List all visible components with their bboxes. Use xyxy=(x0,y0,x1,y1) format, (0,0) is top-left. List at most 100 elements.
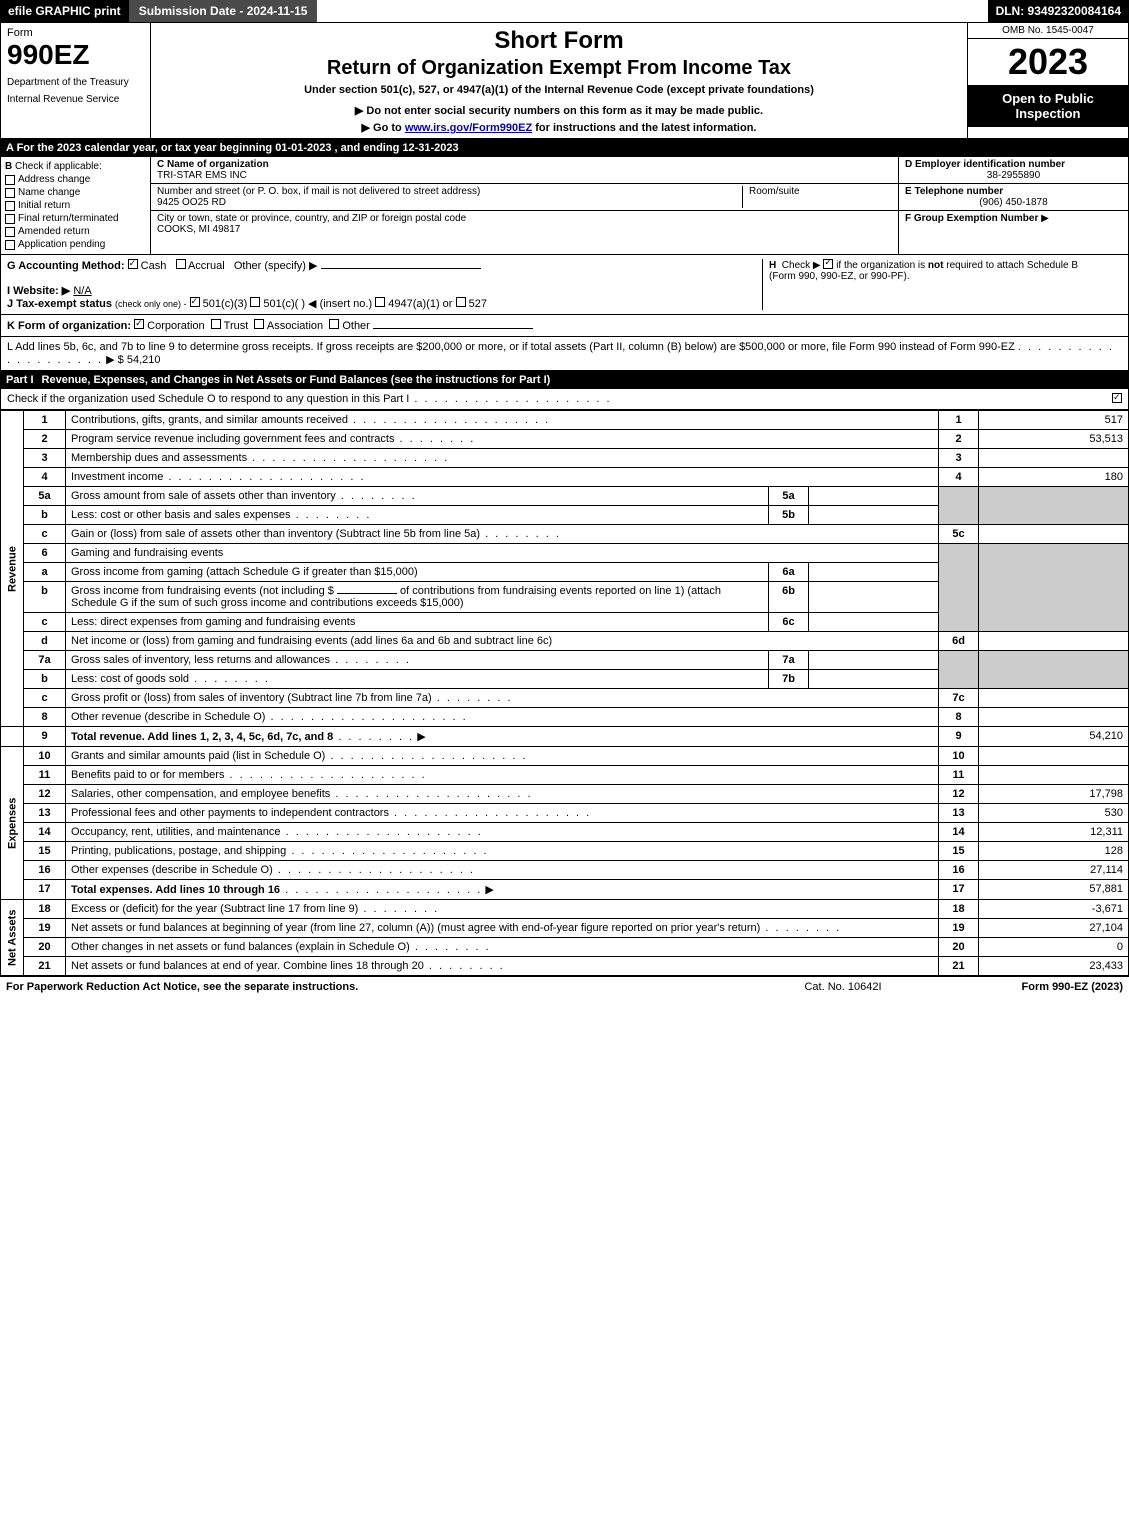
line-desc: Less: cost or other basis and sales expe… xyxy=(66,506,769,525)
j-opt2-sub: ◀ (insert no.) xyxy=(308,298,372,310)
desc-text: Benefits paid to or for members xyxy=(71,769,224,781)
irs-link[interactable]: www.irs.gov/Form990EZ xyxy=(405,122,532,134)
line-rnum: 3 xyxy=(939,449,979,468)
k-other: Other xyxy=(342,320,370,332)
side-label-netassets: Net Assets xyxy=(1,900,24,976)
check-initial-return[interactable]: Initial return xyxy=(5,200,146,211)
checkbox-corp[interactable] xyxy=(134,319,144,329)
line-val: 517 xyxy=(979,411,1129,430)
line-val: 53,513 xyxy=(979,430,1129,449)
check-label: Initial return xyxy=(18,200,70,211)
checkbox-trust[interactable] xyxy=(211,319,221,329)
shaded-cell xyxy=(939,544,979,632)
check-amended-return[interactable]: Amended return xyxy=(5,226,146,237)
k-label: K Form of organization: xyxy=(7,320,131,332)
mid-num: 7b xyxy=(769,670,809,689)
line-rnum: 16 xyxy=(939,861,979,880)
contrib-input[interactable] xyxy=(337,593,397,594)
checkbox-527[interactable] xyxy=(456,297,466,307)
form-title: Return of Organization Exempt From Incom… xyxy=(159,57,959,80)
line-desc: Total expenses. Add lines 10 through 16 … xyxy=(66,880,939,900)
dept-treasury: Department of the Treasury xyxy=(7,77,144,88)
check-name-change[interactable]: Name change xyxy=(5,187,146,198)
desc-text: Investment income xyxy=(71,471,163,483)
part-1-check-row: Check if the organization used Schedule … xyxy=(0,389,1129,410)
k-other-input[interactable] xyxy=(373,328,533,329)
org-name-row: C Name of organization TRI-STAR EMS INC xyxy=(151,157,898,184)
checkbox-schedule-b[interactable] xyxy=(823,259,833,269)
line-num: 2 xyxy=(24,430,66,449)
row-h: H Check ▶ if the organization is not req… xyxy=(762,259,1122,310)
checkbox-icon[interactable] xyxy=(5,214,15,224)
mid-num: 5b xyxy=(769,506,809,525)
dots-icon xyxy=(432,692,513,704)
desc-text: Less: cost or other basis and sales expe… xyxy=(71,509,291,521)
line-desc: Other changes in net assets or fund bala… xyxy=(66,938,939,957)
dots-icon xyxy=(330,654,411,666)
checkbox-assoc[interactable] xyxy=(254,319,264,329)
bcd-row: B Check if applicable: Address change Na… xyxy=(0,157,1129,255)
form-label: Form xyxy=(7,27,144,39)
checkbox-cash[interactable] xyxy=(128,259,138,269)
checkbox-icon[interactable] xyxy=(5,175,15,185)
line-desc: Printing, publications, postage, and shi… xyxy=(66,842,939,861)
line-num: b xyxy=(24,670,66,689)
form-ref: Form 990-EZ (2023) xyxy=(943,981,1123,993)
room-label: Room/suite xyxy=(749,186,800,197)
checkbox-501c[interactable] xyxy=(250,297,260,307)
line-val xyxy=(979,708,1129,727)
desc-text: Printing, publications, postage, and shi… xyxy=(71,845,286,857)
part-1-check-text: Check if the organization used Schedule … xyxy=(7,393,1112,405)
checkbox-other[interactable] xyxy=(329,319,339,329)
line-desc: Gross income from fundraising events (no… xyxy=(66,582,769,613)
checkbox-schedule-o[interactable] xyxy=(1112,393,1122,403)
line-num: 3 xyxy=(24,449,66,468)
line-num: 13 xyxy=(24,804,66,823)
checkbox-4947[interactable] xyxy=(375,297,385,307)
efile-print-label[interactable]: efile GRAPHIC print xyxy=(0,0,129,22)
line-rnum: 15 xyxy=(939,842,979,861)
desc-text: Occupancy, rent, utilities, and maintena… xyxy=(71,826,281,838)
line-rnum: 5c xyxy=(939,525,979,544)
checkbox-icon[interactable] xyxy=(5,188,15,198)
line-desc: Contributions, gifts, grants, and simila… xyxy=(66,411,939,430)
check-label: Name change xyxy=(18,187,80,198)
irs-label: Internal Revenue Service xyxy=(7,94,144,105)
part-1-table: Revenue 1 Contributions, gifts, grants, … xyxy=(0,410,1129,976)
check-address-change[interactable]: Address change xyxy=(5,174,146,185)
dots-icon xyxy=(286,845,488,857)
j-label: J Tax-exempt status xyxy=(7,298,112,310)
check-final-return[interactable]: Final return/terminated xyxy=(5,213,146,224)
shaded-cell xyxy=(979,544,1129,632)
line-num: 20 xyxy=(24,938,66,957)
line-desc: Professional fees and other payments to … xyxy=(66,804,939,823)
city-label: City or town, state or province, country… xyxy=(157,213,466,224)
checkbox-icon[interactable] xyxy=(5,227,15,237)
line-val: 23,433 xyxy=(979,957,1129,976)
line-rnum: 10 xyxy=(939,747,979,766)
dots-icon xyxy=(480,528,561,540)
g-cash: Cash xyxy=(141,260,167,272)
checkbox-icon[interactable] xyxy=(5,201,15,211)
desc-text: Total revenue. Add lines 1, 2, 3, 4, 5c,… xyxy=(71,731,333,743)
line-num: c xyxy=(24,525,66,544)
street-value: 9425 OO25 RD xyxy=(157,197,226,208)
g-other-input[interactable] xyxy=(321,268,481,269)
check-application-pending[interactable]: Application pending xyxy=(5,239,146,250)
dots-icon xyxy=(224,769,426,781)
line-desc: Net income or (loss) from gaming and fun… xyxy=(66,632,939,651)
form-subtitle: Under section 501(c), 527, or 4947(a)(1)… xyxy=(159,84,959,96)
mid-val xyxy=(809,651,939,670)
checkbox-501c3[interactable] xyxy=(190,297,200,307)
line-val: -3,671 xyxy=(979,900,1129,919)
box-d: D Employer identification number 38-2955… xyxy=(898,157,1128,254)
ein-label: D Employer identification number xyxy=(905,159,1065,170)
desc-text: Contributions, gifts, grants, and simila… xyxy=(71,414,348,426)
line-desc: Gross profit or (loss) from sales of inv… xyxy=(66,689,939,708)
desc-text: Total expenses. Add lines 10 through 16 xyxy=(71,884,280,896)
shaded-cell xyxy=(939,487,979,525)
dots-icon xyxy=(358,903,439,915)
line-val xyxy=(979,449,1129,468)
checkbox-accrual[interactable] xyxy=(176,259,186,269)
checkbox-icon[interactable] xyxy=(5,240,15,250)
